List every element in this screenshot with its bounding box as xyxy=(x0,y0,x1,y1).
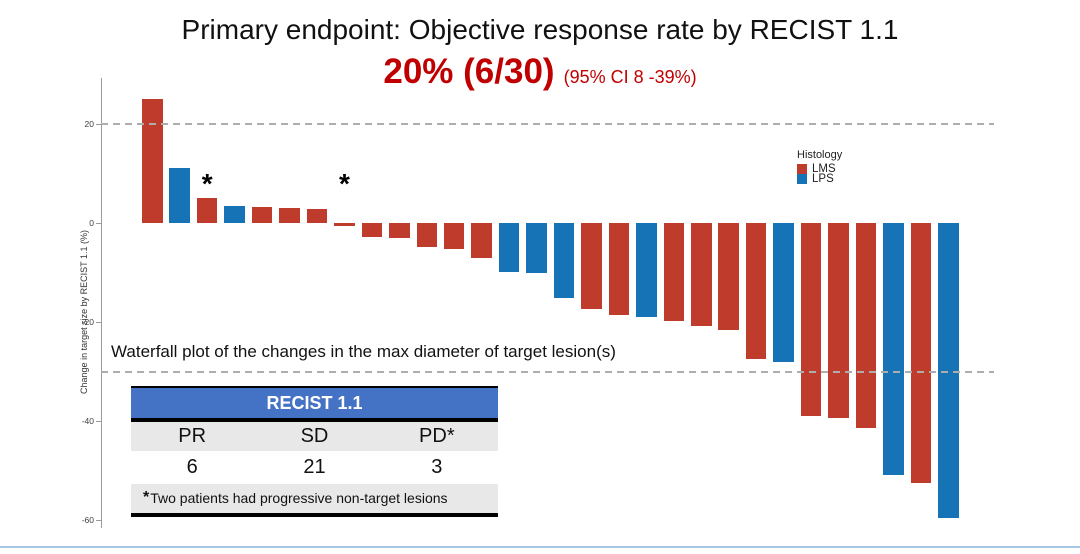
waterfall-bar-lms xyxy=(663,223,685,321)
waterfall-caption: Waterfall plot of the changes in the max… xyxy=(111,342,616,361)
waterfall-bar-lms xyxy=(279,208,300,223)
waterfall-bar-lps xyxy=(938,223,959,518)
y-tick-label: -60 xyxy=(81,515,94,525)
y-tick-label: 0 xyxy=(89,218,94,228)
y-tick-mark xyxy=(96,124,101,125)
legend-item-label: LMS xyxy=(812,163,836,175)
waterfall-bar-lms xyxy=(142,98,163,223)
waterfall-bar-lps xyxy=(169,167,190,223)
lps-color-swatch xyxy=(797,174,807,184)
y-tick-label: 20 xyxy=(84,119,94,129)
waterfall-bar-lps xyxy=(636,223,657,318)
y-tick-mark xyxy=(96,322,101,323)
column-pr: PR xyxy=(178,425,207,447)
legend-title: Histology xyxy=(797,149,843,161)
waterfall-bar-lms xyxy=(718,223,739,330)
orr-subtitle: 20% (6/30) (95% CI 8 -39%) xyxy=(0,52,1080,92)
lms-color-swatch xyxy=(797,164,807,174)
legend-item-lps: LPS xyxy=(797,173,842,185)
legend-item-label: LPS xyxy=(812,173,834,185)
legend-item-lms: LMS xyxy=(797,163,842,175)
slide-accent-line xyxy=(0,546,1080,548)
y-tick-mark xyxy=(96,223,101,224)
waterfall-bar-lms xyxy=(800,223,822,417)
waterfall-bar-lms xyxy=(471,223,492,259)
asterisk-annotation: * xyxy=(201,168,213,199)
recist-table-value-row: 6 21 3 xyxy=(131,451,498,484)
waterfall-bar-lms xyxy=(581,223,602,310)
waterfall-bar-lps xyxy=(883,223,904,476)
y-axis-label: Change in target size by RECIST 1.1 (%) xyxy=(79,230,89,394)
waterfall-bar-lps xyxy=(773,223,794,362)
footnote-asterisk: * xyxy=(143,489,150,506)
waterfall-bar-lps xyxy=(553,223,575,299)
waterfall-bar-lms xyxy=(389,223,410,239)
waterfall-bar-lms xyxy=(196,198,218,223)
recist-table-title: RECIST 1.1 xyxy=(131,388,498,422)
recist-table-column-row: PR SD PD* xyxy=(131,422,498,451)
waterfall-bar-lms xyxy=(361,223,383,237)
waterfall-bar-lms xyxy=(745,223,767,360)
y-tick-label: -20 xyxy=(81,317,94,327)
y-tick-mark xyxy=(96,520,101,521)
orr-value: 20% (6/30) xyxy=(383,52,555,91)
column-pd: PD* xyxy=(419,425,455,447)
footnote-text: Two patients had progressive non-target … xyxy=(150,490,448,506)
orr-confidence-interval: (95% CI 8 -39%) xyxy=(563,67,697,87)
value-pr: 6 xyxy=(186,456,198,478)
y-tick-mark xyxy=(96,421,101,422)
recist-table: RECIST 1.1 PR SD PD* 6 21 3 *Two patient… xyxy=(131,386,498,517)
waterfall-bar-lms xyxy=(443,223,465,250)
waterfall-bar-lps xyxy=(224,206,245,223)
reference-line-20 xyxy=(101,123,994,125)
histology-legend: Histology LMS LPS xyxy=(797,149,843,185)
waterfall-bar-lps xyxy=(526,223,547,273)
waterfall-bar-lms xyxy=(828,223,849,419)
waterfall-bar-lms xyxy=(691,223,712,326)
column-sd: SD xyxy=(300,425,329,447)
page-title: Primary endpoint: Objective response rat… xyxy=(181,14,899,45)
asterisk-annotation: * xyxy=(338,168,350,199)
waterfall-bar-lps xyxy=(498,223,520,272)
value-pd: 3 xyxy=(431,456,443,478)
waterfall-bar-lms xyxy=(608,223,630,316)
waterfall-bar-lms xyxy=(251,207,273,223)
y-axis-line xyxy=(101,78,102,528)
waterfall-bar-lms xyxy=(855,223,877,428)
waterfall-bar-lms xyxy=(910,223,932,483)
waterfall-bar-lms xyxy=(306,209,328,223)
waterfall-bar-lms xyxy=(416,223,437,247)
recist-table-footnote: *Two patients had progressive non-target… xyxy=(131,484,498,513)
reference-line--30 xyxy=(101,370,994,373)
y-tick-label: -40 xyxy=(81,416,94,426)
value-sd: 21 xyxy=(303,456,326,478)
waterfall-bar-lms xyxy=(334,223,355,227)
